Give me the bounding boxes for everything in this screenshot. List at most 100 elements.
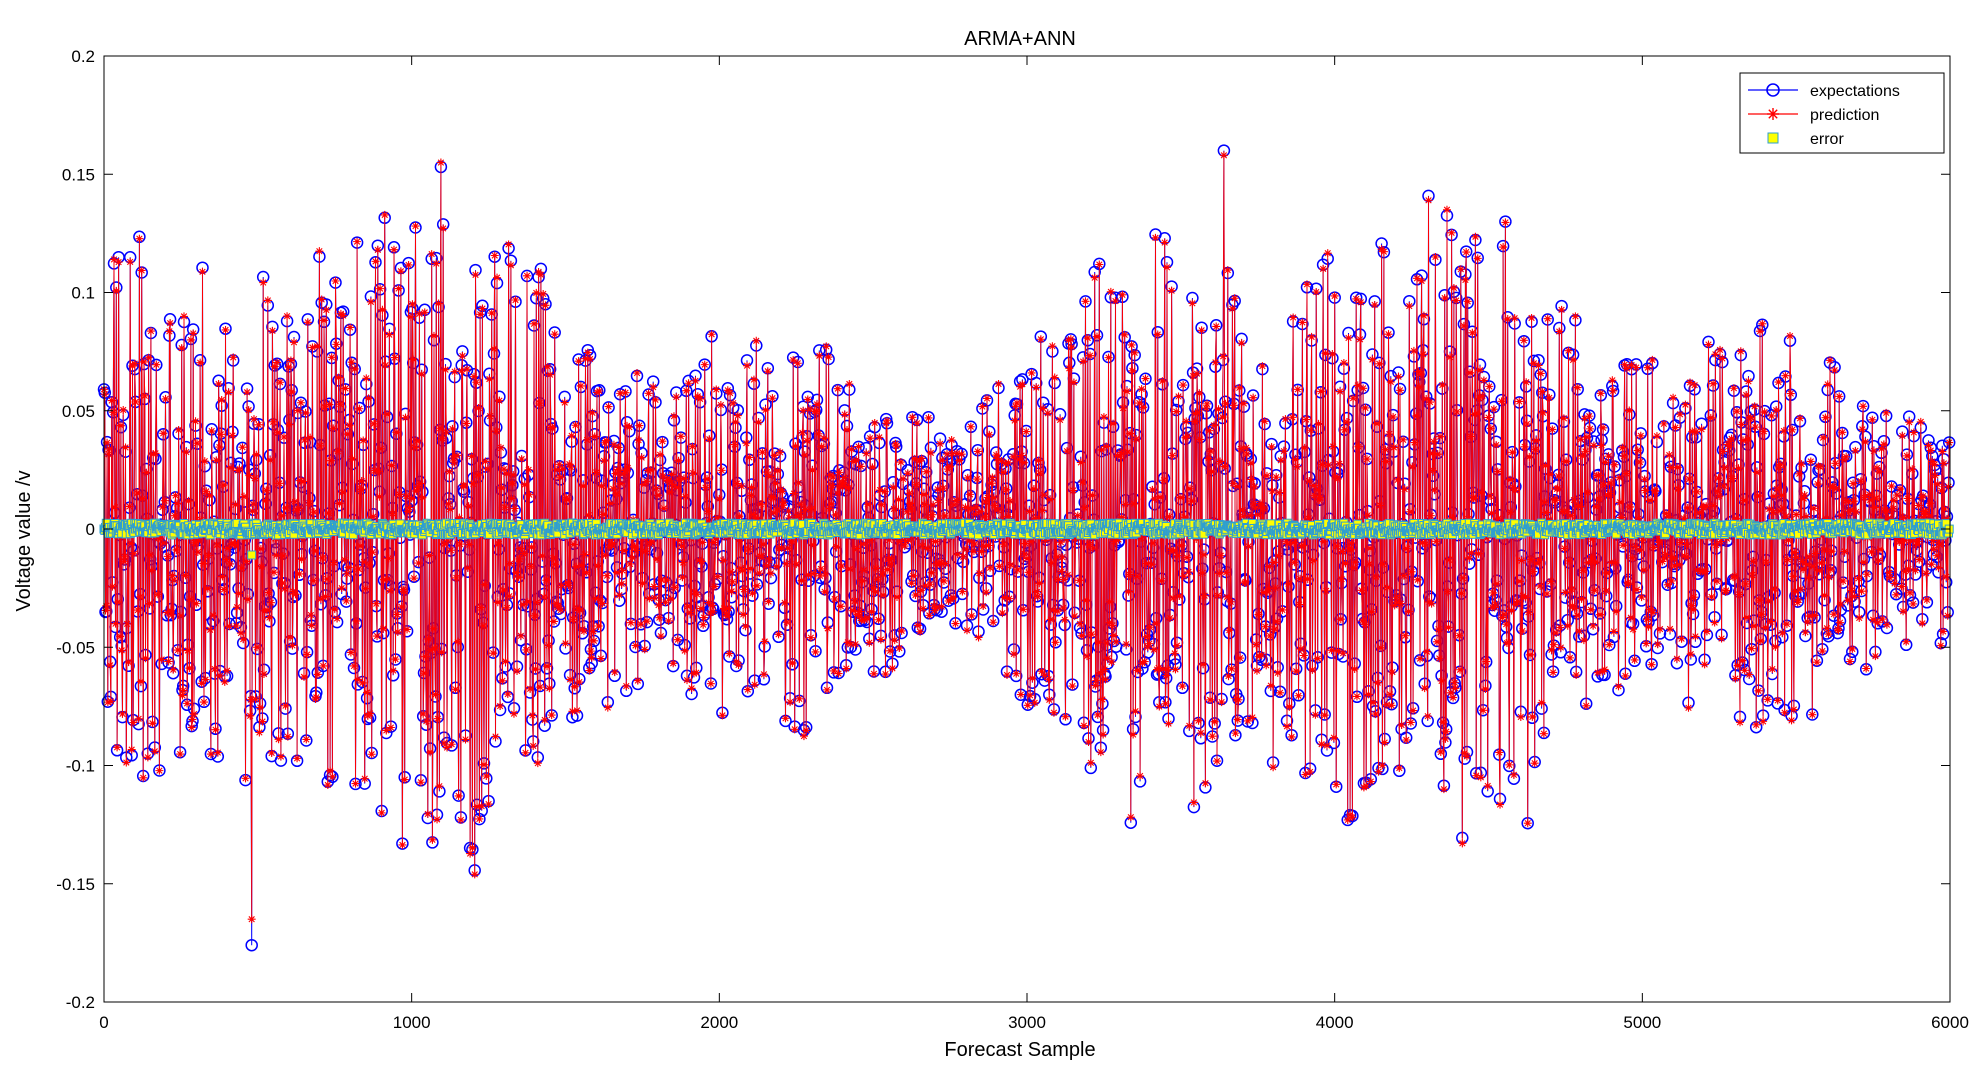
prediction-point bbox=[616, 479, 625, 488]
prediction-point bbox=[389, 245, 398, 254]
prediction-point bbox=[335, 499, 344, 508]
prediction-point bbox=[1022, 427, 1031, 436]
prediction-point bbox=[183, 646, 192, 655]
prediction-point bbox=[531, 665, 540, 674]
prediction-point bbox=[738, 566, 747, 575]
prediction-point bbox=[786, 698, 795, 707]
prediction-point bbox=[858, 576, 867, 585]
prediction-point bbox=[708, 601, 717, 610]
prediction-point bbox=[877, 500, 886, 509]
prediction-point bbox=[399, 587, 408, 596]
prediction-point bbox=[564, 581, 573, 590]
prediction-point bbox=[744, 545, 753, 554]
prediction-point bbox=[585, 666, 594, 675]
prediction-point bbox=[919, 490, 928, 499]
prediction-point bbox=[920, 500, 929, 509]
prediction-point bbox=[444, 499, 453, 508]
prediction-point bbox=[397, 602, 406, 611]
prediction-point bbox=[973, 475, 982, 484]
prediction-point bbox=[615, 591, 624, 600]
prediction-point bbox=[473, 470, 482, 479]
prediction-point bbox=[507, 494, 516, 503]
prediction-point bbox=[433, 714, 442, 723]
prediction-point bbox=[844, 484, 853, 493]
prediction-point bbox=[387, 461, 396, 470]
prediction-point bbox=[533, 598, 542, 607]
prediction-point bbox=[231, 500, 240, 509]
prediction-point bbox=[536, 270, 545, 279]
prediction-point bbox=[768, 394, 777, 403]
prediction-point bbox=[509, 470, 518, 479]
prediction-point bbox=[282, 503, 291, 512]
prediction-point bbox=[939, 484, 948, 493]
prediction-point bbox=[221, 325, 230, 334]
prediction-point bbox=[276, 378, 285, 387]
prediction-point bbox=[558, 465, 567, 474]
prediction-point bbox=[757, 552, 766, 561]
prediction-point bbox=[392, 428, 401, 437]
prediction-point bbox=[269, 417, 278, 426]
prediction-point bbox=[713, 572, 722, 581]
prediction-point bbox=[491, 732, 500, 741]
prediction-point bbox=[481, 457, 490, 466]
prediction-point bbox=[373, 632, 382, 641]
prediction-point bbox=[275, 479, 284, 488]
prediction-point bbox=[872, 564, 881, 573]
prediction-point bbox=[746, 564, 755, 573]
prediction-point bbox=[401, 413, 410, 422]
prediction-point bbox=[949, 593, 958, 602]
prediction-point bbox=[842, 664, 851, 673]
prediction-point bbox=[875, 433, 884, 442]
prediction-point bbox=[597, 482, 606, 491]
prediction-point bbox=[306, 433, 315, 442]
prediction-point bbox=[454, 791, 463, 800]
prediction-point bbox=[316, 441, 325, 450]
prediction-point bbox=[677, 542, 686, 551]
prediction-point bbox=[259, 670, 268, 679]
prediction-point bbox=[297, 555, 306, 564]
prediction-point bbox=[970, 540, 979, 549]
prediction-point bbox=[280, 584, 289, 593]
prediction-point bbox=[598, 599, 607, 608]
prediction-point bbox=[650, 593, 659, 602]
prediction-point bbox=[619, 546, 628, 555]
prediction-point bbox=[516, 631, 525, 640]
prediction-point bbox=[621, 388, 630, 397]
prediction-point bbox=[889, 483, 898, 492]
prediction-point bbox=[408, 300, 417, 309]
prediction-point bbox=[503, 603, 512, 612]
prediction-point bbox=[446, 546, 455, 555]
prediction-point bbox=[421, 652, 430, 661]
prediction-point bbox=[269, 568, 278, 577]
prediction-point bbox=[633, 369, 642, 378]
prediction-point bbox=[258, 717, 267, 726]
prediction-point bbox=[532, 288, 541, 297]
prediction-point bbox=[988, 473, 997, 482]
prediction-point bbox=[274, 735, 283, 744]
prediction-point bbox=[479, 622, 488, 631]
prediction-point bbox=[249, 415, 258, 424]
prediction-point bbox=[159, 429, 168, 438]
prediction-point bbox=[359, 436, 368, 445]
prediction-point bbox=[571, 421, 580, 430]
prediction-point bbox=[563, 495, 572, 504]
prediction-point bbox=[362, 374, 371, 383]
prediction-point bbox=[385, 330, 394, 339]
prediction-point bbox=[286, 633, 295, 642]
prediction-point bbox=[649, 383, 658, 392]
prediction-point bbox=[411, 222, 420, 231]
prediction-point bbox=[631, 641, 640, 650]
prediction-point bbox=[250, 474, 259, 483]
prediction-point bbox=[617, 579, 626, 588]
prediction-point bbox=[773, 466, 782, 475]
prediction-point bbox=[614, 443, 623, 452]
prediction-point bbox=[719, 556, 728, 565]
prediction-point bbox=[419, 709, 428, 718]
prediction-point bbox=[843, 425, 852, 434]
prediction-point bbox=[339, 311, 348, 320]
prediction-point bbox=[357, 477, 366, 486]
prediction-point bbox=[348, 454, 357, 463]
prediction-point bbox=[329, 558, 338, 567]
prediction-point bbox=[333, 447, 342, 456]
prediction-point bbox=[266, 598, 275, 607]
